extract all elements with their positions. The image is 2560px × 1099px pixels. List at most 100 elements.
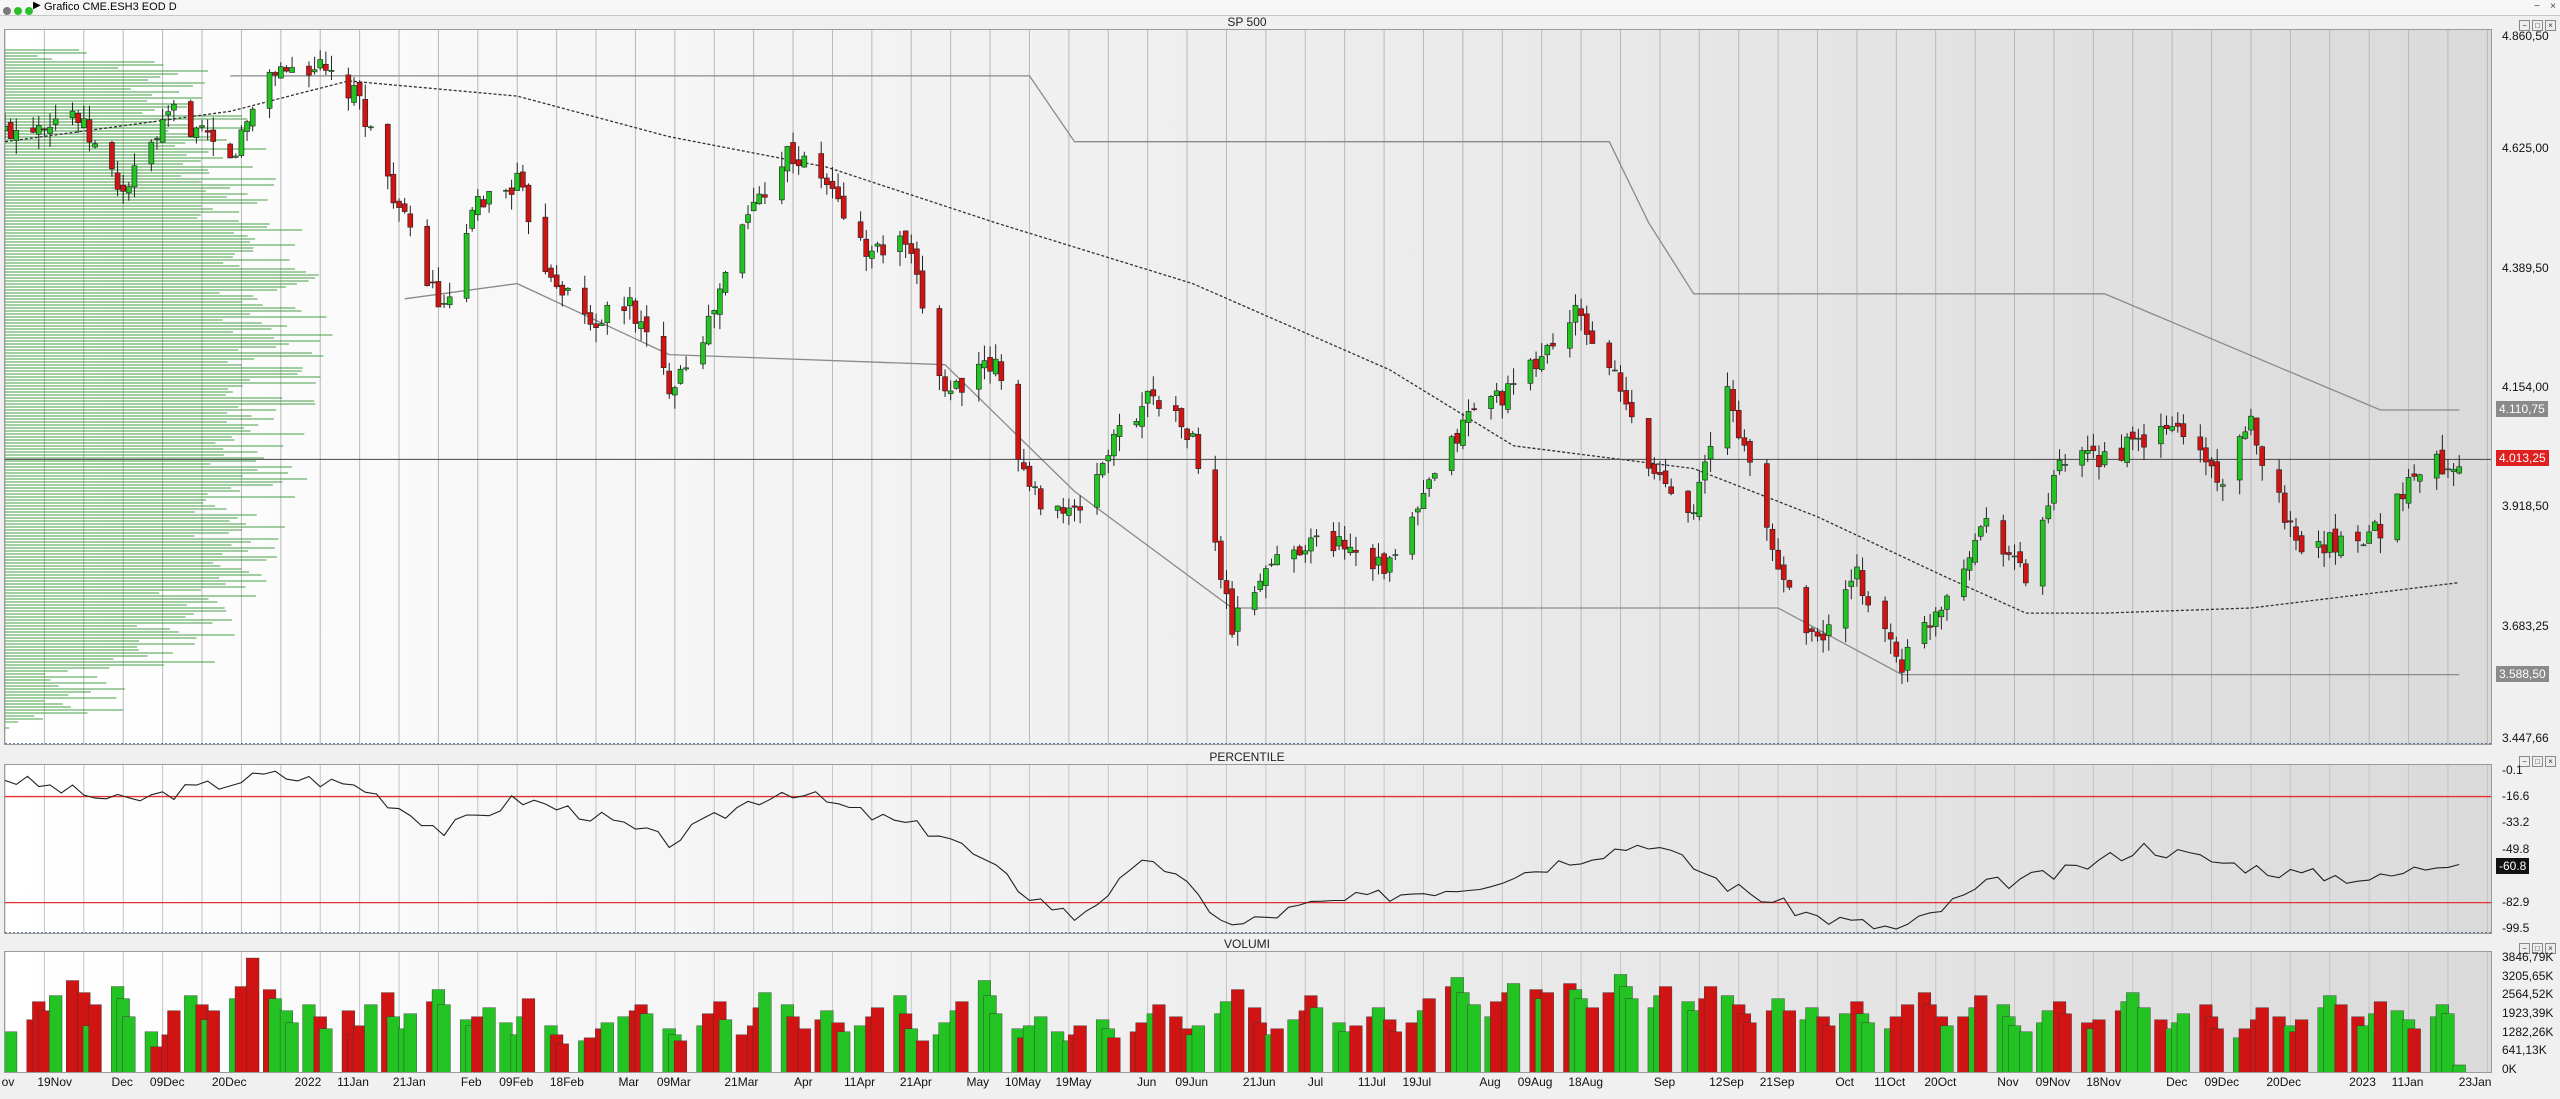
candle-body [1848,580,1855,587]
volume-bar [37,1010,51,1072]
candle-body [1488,396,1494,409]
pane-maximize-icon[interactable]: □ [2532,756,2543,767]
candle-body [1769,528,1776,550]
candle-body [824,177,830,185]
volume-pane-title: VOLUMI [1223,937,1270,951]
volume-bar [1957,1016,1971,1072]
candle-body [7,122,14,139]
volume-bar [1107,1037,1121,1072]
candle-body [548,267,554,278]
volume-bar [1540,992,1554,1072]
pane-close-icon[interactable]: × [2545,756,2556,767]
volume-bar [364,1004,378,1072]
date-tick-label: 21Jun [1242,1075,1276,1089]
candle-body [249,108,256,127]
price-tick-label: 4.389,50 [2502,260,2549,275]
candle-body [683,367,689,370]
candle-body [1645,418,1652,469]
candle-body [266,71,273,109]
volume-bar [640,1013,654,1072]
candle-body [840,195,847,219]
candle-body [2079,450,2085,466]
candle-body [801,155,808,168]
candle-body [587,312,594,325]
volume-bar [1287,1019,1301,1072]
volume-bar [1720,995,1735,1072]
candle-body [1066,507,1072,516]
volume-bar [1388,1031,1402,1072]
percentile-tick-label: -16.6 [2502,788,2530,803]
candle-body [1308,537,1314,552]
candle-body [75,112,81,123]
volume-bar [702,1013,716,1072]
close-icon[interactable]: × [2550,1,2556,12]
candle-body [1189,433,1196,437]
pane-close-icon[interactable]: × [2545,943,2556,954]
price-pane[interactable] [4,29,2492,745]
candle-body [1212,469,1219,543]
volume-bar [2058,1013,2072,1072]
candle-body [1538,356,1545,370]
candle-body [1015,383,1022,460]
play-icon[interactable]: ▶ [33,0,41,11]
candle-body [677,368,684,384]
candle-body [1099,463,1106,476]
candle-body [593,323,599,328]
pane-minimize-icon[interactable]: − [2519,20,2530,31]
volume-bar [870,1007,885,1072]
price-tick-label: 3.447,66 [2502,731,2549,745]
volume-bar [1034,1016,1048,1072]
pane-minimize-icon[interactable]: − [2519,943,2530,954]
volume-bar [1704,986,1718,1072]
candle-body [1111,433,1117,457]
pane-maximize-icon[interactable]: □ [2532,20,2543,31]
volume-bar [2041,1010,2055,1072]
candle-body [1938,609,1945,618]
candle-body [1386,557,1393,573]
volume-tick-label: 0K [2502,1062,2517,1076]
volume-bar [1771,998,1785,1072]
candle-body [598,323,605,326]
candle-body [1465,411,1472,423]
candle-body [2118,447,2125,461]
candle-body [384,123,391,177]
candle-body [1195,434,1202,469]
pane-minimize-icon[interactable]: − [2519,756,2530,767]
candle-body [1105,455,1112,462]
candle-body [508,187,515,195]
candle-body [581,287,588,315]
candle-body [446,296,453,306]
window-controls[interactable] [3,2,36,20]
percentile-pane-buttons: − □ × [2517,751,2556,769]
pane-close-icon[interactable]: × [2545,20,2556,31]
volume-bar [617,1016,631,1072]
percentile-pane[interactable] [4,764,2492,934]
volume-bar [1169,1016,1183,1072]
volume-bar [2210,1028,2224,1072]
candle-body [908,243,915,254]
menu-icon[interactable] [3,7,11,15]
volume-bar [1805,1007,1819,1072]
volume-bar [285,1022,299,1072]
candle-body [795,159,802,167]
volume-bar [2154,1019,2168,1072]
date-tick-label: 19Jul [1402,1075,1432,1089]
candle-body [2135,437,2142,440]
pane-maximize-icon[interactable]: □ [2532,943,2543,954]
candle-body [227,143,233,159]
candle-body [503,189,509,192]
volume-pane[interactable] [4,951,2492,1073]
volume-bar [673,1040,688,1072]
minimize-icon[interactable]: − [2534,1,2540,12]
candle-body [1589,330,1596,344]
candle-body [2090,445,2097,451]
candle-body [52,118,59,125]
candle-body [1077,506,1083,511]
candle-body [1904,646,1911,671]
candle-body [638,321,644,329]
percentile-tick-label: -33.2 [2502,815,2530,830]
volume-bar [955,1001,969,1072]
candle-body [2017,551,2023,564]
candle-body [131,165,138,188]
candle-body [1156,400,1162,409]
